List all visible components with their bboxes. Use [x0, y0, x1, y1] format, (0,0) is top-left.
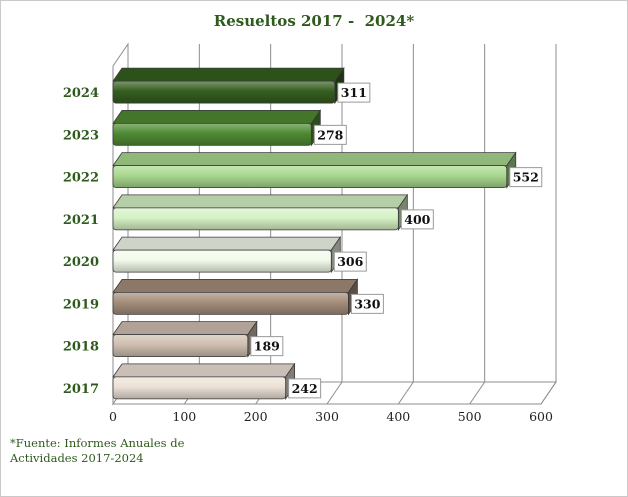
data-label-2023: 278	[313, 124, 347, 145]
y-category-label: 2020	[63, 255, 99, 270]
x-tick-label: 500	[458, 409, 482, 424]
bar-2023	[112, 109, 322, 147]
data-label-box	[400, 209, 434, 230]
bar-top-2023	[112, 109, 322, 124]
chart-title: Resueltos 2017 - 2024*	[213, 12, 415, 30]
bar-top-2024	[112, 67, 345, 82]
bar-front-2017	[112, 376, 287, 400]
data-label-box	[250, 336, 284, 357]
data-label-2020: 306	[333, 251, 367, 272]
data-label-2021: 400	[400, 209, 434, 230]
y-category-label: 2021	[63, 213, 99, 228]
y-category-label: 2017	[63, 382, 99, 397]
bar-2017	[112, 362, 296, 401]
bar-front-2018	[112, 334, 249, 358]
data-label-box	[509, 167, 543, 188]
footnote-line-1: *Fuente: Informes Anuales de	[10, 436, 185, 450]
source-footnote: *Fuente: Informes Anuales de Actividades…	[10, 436, 220, 466]
bar-2022	[112, 151, 517, 189]
data-label-text: 278	[317, 127, 343, 142]
data-label-box	[337, 82, 371, 103]
data-label-2017: 242	[288, 378, 322, 399]
data-label-box	[288, 378, 322, 399]
y-category-label: 2018	[63, 340, 99, 355]
data-label-2018: 189	[250, 336, 284, 357]
data-label-text: 189	[254, 339, 280, 354]
x-tick-label: 100	[172, 409, 196, 424]
bar-front-2022	[112, 165, 508, 189]
y-category-label: 2022	[63, 171, 99, 186]
bar-2024	[112, 66, 345, 105]
data-label-text: 400	[404, 212, 430, 227]
floor-gridline-400	[397, 381, 414, 405]
bar-2019	[112, 278, 359, 316]
bar-top-2022	[112, 152, 517, 167]
bar-2018	[112, 320, 258, 358]
data-label-text: 311	[341, 85, 367, 100]
bar-2021	[112, 193, 409, 232]
floor-gridline-500	[469, 381, 486, 405]
x-tick-label: 200	[244, 409, 268, 424]
data-label-2019: 330	[350, 293, 384, 314]
bar-front-2020	[112, 249, 332, 273]
bar-top-2021	[112, 194, 409, 209]
data-label-box	[333, 251, 367, 272]
footnote-line-2: Actividades 2017-2024	[10, 451, 144, 465]
bar-front-2021	[112, 207, 399, 231]
data-label-box	[350, 293, 384, 314]
x-tick-label: 600	[529, 409, 553, 424]
y-category-label: 2023	[63, 128, 99, 143]
data-label-2022: 552	[509, 167, 543, 188]
data-label-text: 552	[513, 170, 539, 185]
x-tick-label: 400	[386, 409, 410, 424]
bar-top-2020	[112, 236, 342, 251]
data-label-text: 306	[337, 254, 363, 269]
bar-front-2024	[112, 80, 336, 104]
bar-front-2019	[112, 291, 349, 315]
bar-top-2019	[112, 278, 359, 293]
floor-gridline-600	[540, 381, 557, 405]
x-tick-label: 0	[109, 409, 117, 424]
bar-top-2018	[112, 321, 258, 336]
bar-2020	[112, 235, 342, 274]
data-label-text: 242	[292, 381, 318, 396]
bar-top-2017	[112, 363, 296, 378]
y-category-label: 2024	[63, 86, 99, 101]
data-label-2024: 311	[337, 82, 371, 103]
bar-front-2023	[112, 122, 312, 146]
data-label-text: 330	[354, 296, 380, 311]
x-tick-label: 300	[315, 409, 339, 424]
y-category-label: 2019	[63, 297, 99, 312]
floor-gridline-300	[326, 381, 343, 405]
data-label-box	[313, 124, 347, 145]
